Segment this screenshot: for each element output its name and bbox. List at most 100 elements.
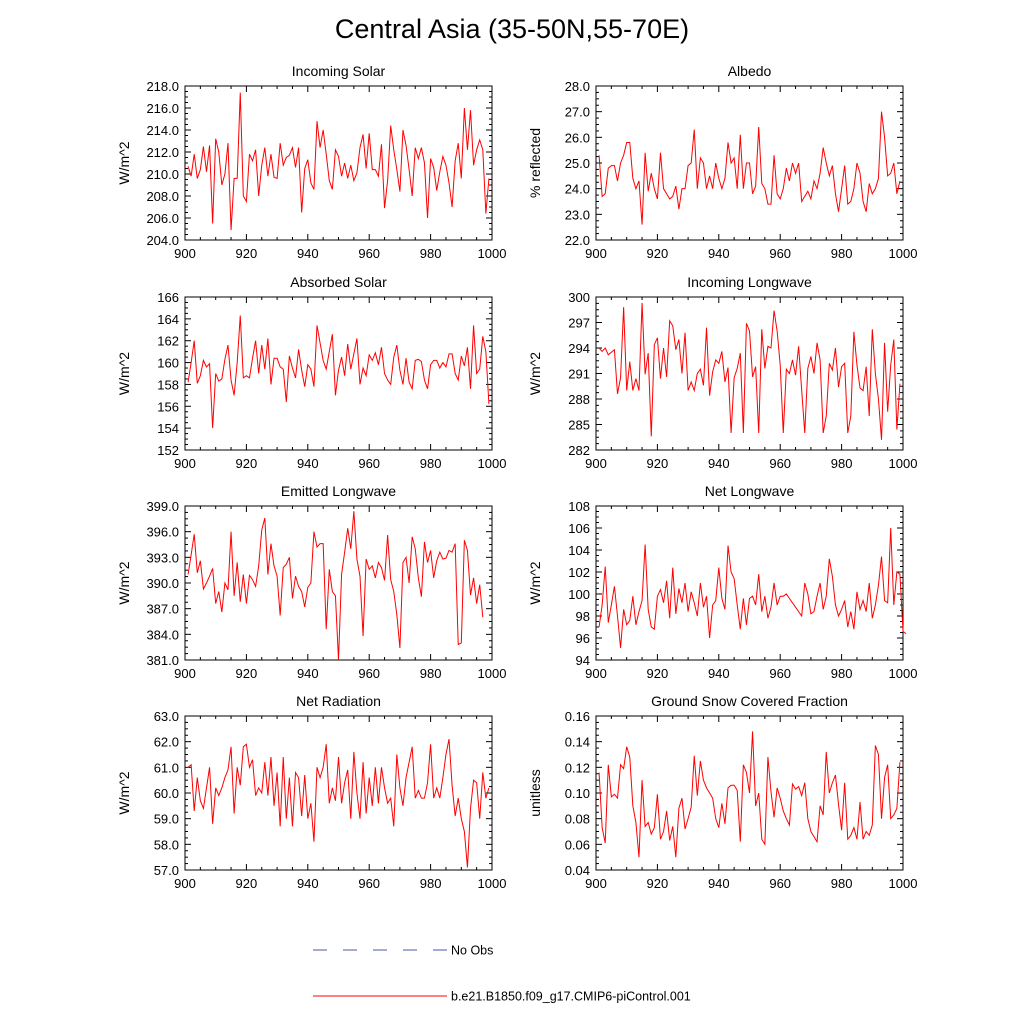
x-tick-label: 940 — [708, 876, 730, 891]
x-tick-label: 960 — [358, 876, 380, 891]
x-tick-label: 1000 — [889, 456, 918, 471]
y-axis-label: % reflected — [527, 128, 543, 198]
panel-4: Incoming Longwave W/m^2 900 920 940 960 980 100… — [527, 274, 917, 471]
x-tick-label: 920 — [236, 456, 258, 471]
x-tick-label: 920 — [647, 666, 669, 681]
y-axis-label: W/m^2 — [116, 352, 132, 395]
y-tick-label: 108 — [568, 499, 590, 514]
y-tick-label: 160 — [157, 356, 179, 371]
y-tick-label: 212.0 — [146, 145, 179, 160]
series-line — [598, 302, 901, 440]
panel-5: Emitted Longwave W/m^2 900 920 940 960 980 1000… — [116, 483, 506, 681]
x-tick-label: 920 — [647, 246, 669, 261]
y-tick-label: 396.0 — [146, 525, 179, 540]
panel-title: Incoming Longwave — [687, 274, 812, 290]
y-axis-label: W/m^2 — [116, 771, 132, 814]
y-tick-label: 22.0 — [565, 233, 590, 248]
plot-frame — [595, 296, 904, 451]
y-axis-label: W/m^2 — [527, 561, 543, 604]
y-tick-label: 23.0 — [565, 207, 590, 222]
panel-title: Incoming Solar — [292, 63, 386, 79]
plot-frame — [184, 715, 493, 871]
x-tick-label: 960 — [769, 456, 791, 471]
y-tick-label: 0.08 — [565, 812, 590, 827]
y-tick-label: 98 — [576, 609, 590, 624]
x-tick-label: 900 — [174, 246, 196, 261]
y-tick-label: 387.0 — [146, 602, 179, 617]
series-line — [598, 111, 901, 225]
series-line — [598, 527, 907, 648]
y-axis-label: W/m^2 — [116, 141, 132, 184]
series-line — [598, 731, 901, 858]
y-tick-label: 288 — [568, 392, 590, 407]
y-tick-label: 218.0 — [146, 79, 179, 94]
x-tick-label: 980 — [831, 456, 853, 471]
y-tick-label: 0.12 — [565, 760, 590, 775]
y-tick-label: 208.0 — [146, 189, 179, 204]
y-tick-label: 393.0 — [146, 550, 179, 565]
x-tick-label: 960 — [769, 876, 791, 891]
x-tick-label: 1000 — [889, 666, 918, 681]
panel-1: Incoming Solar W/m^2 900 920 940 960 980 1000 20… — [116, 63, 506, 261]
x-tick-label: 980 — [420, 456, 442, 471]
y-tick-label: 216.0 — [146, 101, 179, 116]
legend: No Obs b.e21.B1850.f09_g17.CMIP6-piContr… — [313, 944, 691, 1004]
panel-title: Net Longwave — [705, 483, 795, 499]
panels: Incoming Solar W/m^2 900 920 940 960 980 1000 20… — [116, 63, 917, 891]
y-tick-label: 0.14 — [565, 735, 590, 750]
y-tick-label: 61.0 — [154, 760, 179, 775]
x-tick-label: 960 — [358, 246, 380, 261]
y-tick-label: 25.0 — [565, 156, 590, 171]
y-tick-label: 156 — [157, 399, 179, 414]
x-tick-label: 920 — [647, 876, 669, 891]
x-tick-label: 900 — [174, 456, 196, 471]
y-tick-label: 58.0 — [154, 837, 179, 852]
y-tick-label: 294 — [568, 341, 590, 356]
panel-8: Ground Snow Covered Fraction unitless 900 9… — [527, 693, 917, 891]
y-tick-label: 390.0 — [146, 576, 179, 591]
x-tick-label: 1000 — [478, 876, 507, 891]
x-tick-label: 940 — [297, 246, 319, 261]
y-tick-label: 164 — [157, 312, 179, 327]
panel-title: Albedo — [728, 63, 772, 79]
panel-6: Net Longwave W/m^2 900 920 940 960 980 1000 94 96… — [527, 483, 917, 681]
panel-3: Absorbed Solar W/m^2 900 920 940 960 980 1000 15… — [116, 274, 506, 471]
y-axis-label: unitless — [527, 769, 543, 816]
y-tick-label: 285 — [568, 418, 590, 433]
y-tick-label: 154 — [157, 421, 179, 436]
y-tick-label: 206.0 — [146, 211, 179, 226]
y-tick-label: 399.0 — [146, 499, 179, 514]
y-tick-label: 166 — [157, 290, 179, 305]
x-tick-label: 940 — [297, 456, 319, 471]
y-tick-label: 57.0 — [154, 863, 179, 878]
plot-frame — [595, 505, 904, 661]
y-tick-label: 158 — [157, 377, 179, 392]
y-tick-label: 0.16 — [565, 709, 590, 724]
y-axis-label: W/m^2 — [116, 561, 132, 604]
y-tick-label: 381.0 — [146, 653, 179, 668]
series-line — [187, 92, 490, 231]
y-tick-label: 102 — [568, 565, 590, 580]
y-tick-label: 59.0 — [154, 812, 179, 827]
x-tick-label: 960 — [358, 666, 380, 681]
x-tick-label: 1000 — [478, 666, 507, 681]
x-tick-label: 960 — [769, 666, 791, 681]
x-tick-label: 940 — [297, 666, 319, 681]
x-tick-label: 1000 — [478, 246, 507, 261]
x-tick-label: 900 — [585, 246, 607, 261]
x-tick-label: 900 — [174, 876, 196, 891]
y-tick-label: 214.0 — [146, 123, 179, 138]
x-tick-label: 960 — [358, 456, 380, 471]
series-line — [187, 315, 490, 429]
y-tick-label: 300 — [568, 290, 590, 305]
legend-model-label: b.e21.B1850.f09_g17.CMIP6-piControl.001 — [451, 990, 691, 1004]
y-tick-label: 384.0 — [146, 627, 179, 642]
series-line — [187, 739, 490, 868]
y-tick-label: 282 — [568, 443, 590, 458]
panel-title: Ground Snow Covered Fraction — [651, 693, 848, 709]
y-tick-label: 291 — [568, 367, 590, 382]
x-tick-label: 920 — [236, 246, 258, 261]
x-tick-label: 980 — [420, 246, 442, 261]
main-title: Central Asia (35-50N,55-70E) — [334, 14, 690, 44]
x-tick-label: 940 — [708, 666, 730, 681]
